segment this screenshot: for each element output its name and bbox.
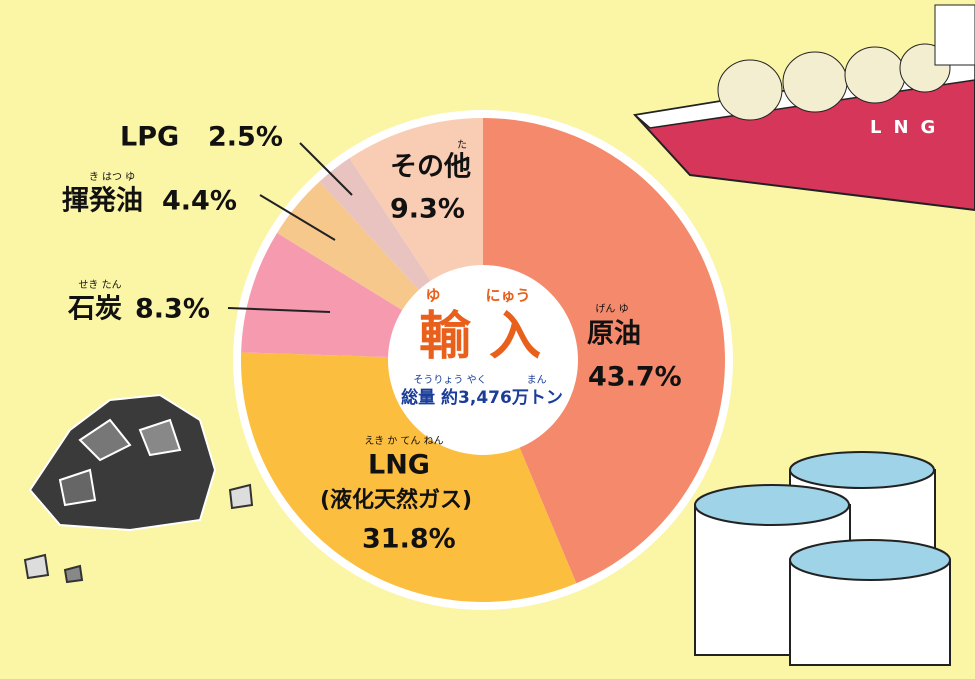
center-label: 輸 入 bbox=[419, 307, 541, 367]
category-ruby: た bbox=[457, 139, 467, 151]
value-label: 43.7% bbox=[588, 362, 682, 393]
category-label: LNG bbox=[368, 450, 430, 481]
category-label: その他 bbox=[390, 152, 471, 183]
center-total-ruby: そうりょう やく まん bbox=[413, 374, 546, 386]
category-label: 石炭 bbox=[67, 294, 122, 325]
category-note: (液化天然ガス) bbox=[320, 487, 472, 513]
category-label: 揮発油 bbox=[62, 186, 143, 217]
category-label: LPG bbox=[120, 122, 179, 153]
leader-line bbox=[227, 307, 331, 313]
center-ruby: ゆ にゅう bbox=[425, 287, 530, 305]
category-label: 原油 bbox=[587, 319, 641, 350]
pie-slice bbox=[483, 118, 725, 584]
value-label: 8.3% bbox=[135, 294, 210, 325]
lng-ship-illustration: LNG bbox=[633, 4, 975, 212]
category-ruby: えき か てん ねん bbox=[364, 435, 443, 447]
category-ruby: せき たん bbox=[78, 279, 121, 291]
leader-line bbox=[299, 142, 353, 196]
value-label: 2.5% bbox=[208, 122, 283, 153]
category-ruby: き はつ ゆ bbox=[89, 171, 135, 183]
value-label: 9.3% bbox=[390, 194, 465, 225]
leader-line bbox=[259, 194, 336, 241]
oil-tank-illustration bbox=[694, 451, 951, 666]
value-label: 31.8% bbox=[362, 524, 456, 555]
coal-illustration bbox=[23, 393, 254, 584]
donut-hole bbox=[388, 265, 578, 455]
center-total: 総量 約3,476万トン bbox=[401, 387, 563, 408]
ship-text: LNG bbox=[870, 117, 947, 138]
category-ruby: げん ゆ bbox=[595, 303, 628, 315]
value-label: 4.4% bbox=[162, 186, 237, 217]
